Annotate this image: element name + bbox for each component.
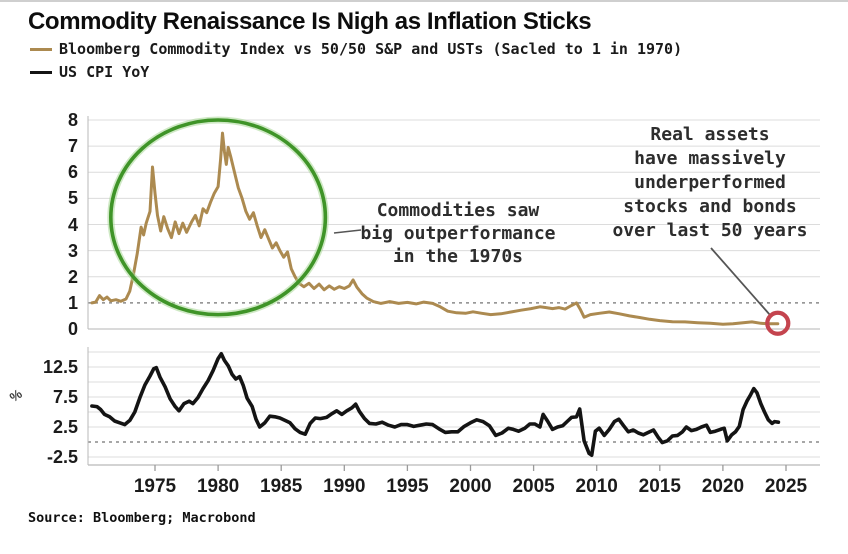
x-tick-label: 2005: [512, 476, 555, 497]
annotation-line: over last 50 years: [612, 220, 808, 241]
source-credit: Source: Bloomberg; Macrobond: [28, 510, 256, 526]
x-tick-label: 2000: [449, 476, 492, 497]
x-tick-label: 1995: [386, 476, 429, 497]
y-tick-label-top: 7: [67, 136, 78, 157]
y-tick-label-bottom: -2.5: [46, 447, 78, 467]
cpi-line: [90, 352, 781, 457]
x-tick-label: 1990: [323, 476, 366, 497]
y-tick-label-bottom: 7.5: [52, 387, 78, 407]
x-tick-label: 1985: [260, 476, 303, 497]
y-tick-label-top: 6: [67, 162, 78, 183]
annotation-1970s-outperformance: Commodities saw big outperformance in th…: [347, 199, 569, 268]
annotation-line: in the 1970s: [392, 246, 524, 267]
y-tick-label-top: 0: [67, 319, 78, 339]
y-tick-label-top: 3: [67, 240, 78, 261]
x-tick-label: 2025: [764, 476, 808, 497]
x-tick-label: 2020: [701, 476, 745, 497]
x-tick-label: 1980: [196, 476, 240, 497]
y-tick-label-top: 2: [67, 266, 78, 287]
y-tick-label-top: 4: [67, 214, 78, 235]
cpi-legend-swatch: [30, 70, 52, 74]
x-tick-label: 2010: [575, 476, 618, 497]
cpi-legend-label: US CPI YoY: [59, 63, 150, 81]
red-circle-endpoint: [765, 310, 791, 336]
commodity-legend-swatch: [30, 47, 52, 51]
legend-item-commodity: Bloomberg Commodity Index vs 50/50 S&P a…: [30, 40, 682, 58]
legend-item-cpi: US CPI YoY: [30, 63, 149, 81]
annotation-line: big outperformance: [360, 223, 556, 244]
y-tick-label-top: 8: [67, 110, 78, 130]
y-tick-label-top: 1: [67, 292, 78, 313]
annotation-real-assets-underperformed: Real assets have massively underperforme…: [596, 123, 824, 243]
annotation-line: Commodities saw: [376, 200, 540, 221]
y-tick-label-top: 5: [67, 188, 78, 209]
green-ellipse-highlight: [109, 118, 328, 317]
y-tick-label-bottom: 12.5: [42, 357, 78, 377]
pointer-line-1970s: [333, 229, 362, 234]
y-tick-label-bottom: 2.5: [52, 417, 78, 437]
commodity-index-line: [90, 131, 780, 326]
pointer-line-real-assets: [710, 247, 771, 316]
annotation-line: have massively: [634, 148, 786, 169]
x-tick-label: 1975: [133, 476, 177, 497]
annotation-line: stocks and bonds: [623, 196, 797, 217]
annotation-line: Real assets: [650, 124, 770, 145]
page-title: Commodity Renaissance Is Nigh as Inflati…: [28, 8, 592, 35]
annotation-line: underperformed: [634, 172, 786, 193]
x-tick-label: 2015: [638, 476, 681, 497]
commodity-legend-label: Bloomberg Commodity Index vs 50/50 S&P a…: [59, 40, 683, 58]
